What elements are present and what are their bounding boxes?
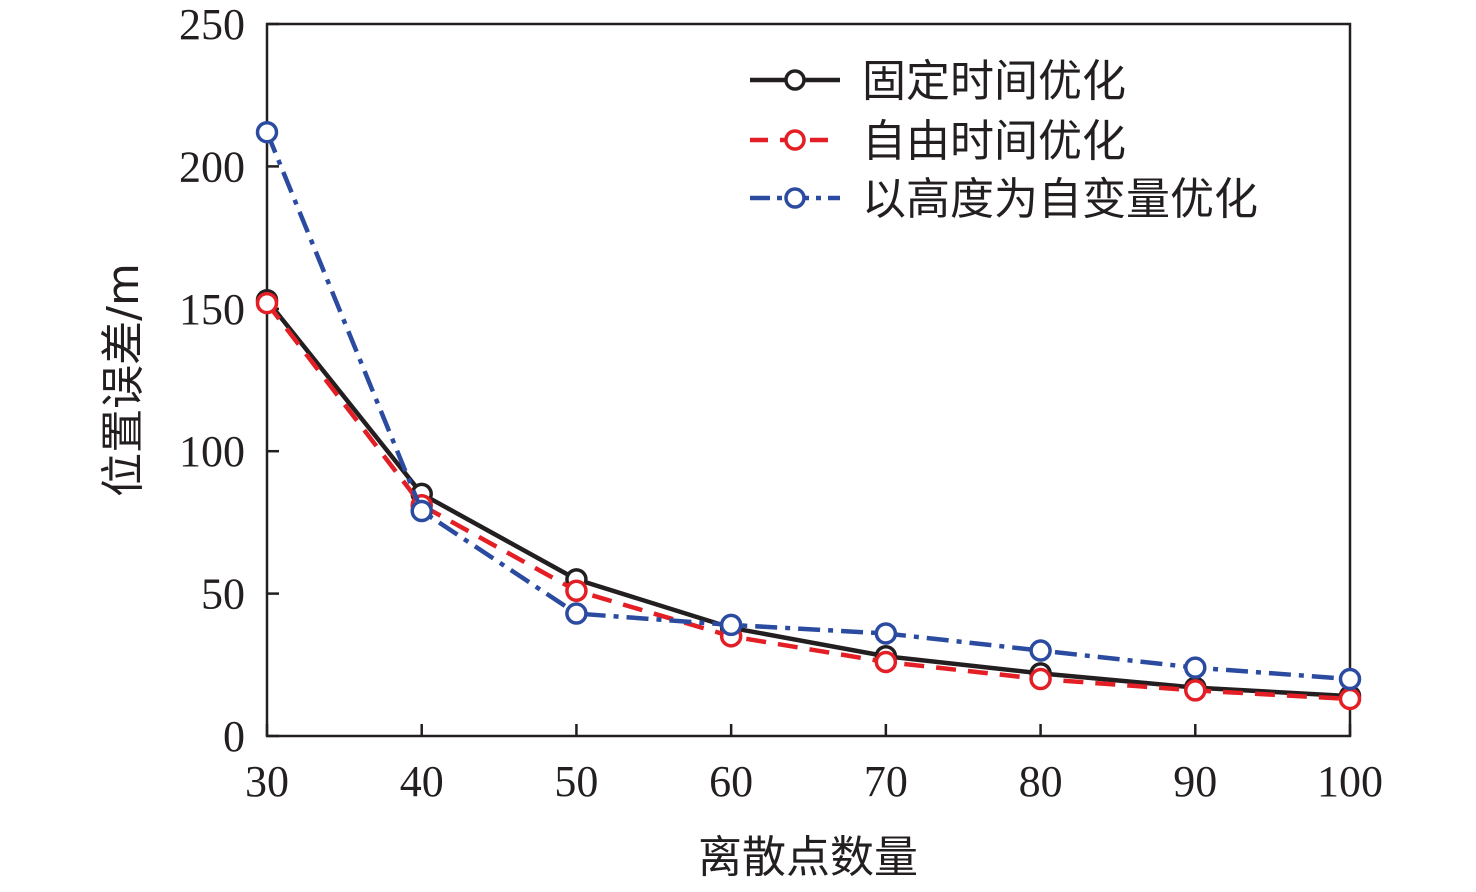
series-3 — [255, 120, 1362, 691]
plot-frame — [265, 22, 1352, 738]
x-tick-label: 90 — [1173, 757, 1217, 806]
data-point — [874, 622, 898, 645]
legend-item-3: 以高度为自变量优化 — [750, 174, 1258, 225]
y-axis-ticks: 0 50 100 150 200 250 — [179, 0, 279, 761]
series-line — [265, 298, 1351, 699]
data-point — [1184, 656, 1207, 679]
y-axis-label: 位置误差/m — [98, 263, 149, 497]
data-point — [565, 579, 588, 603]
x-tick-label: 30 — [245, 757, 289, 806]
legend-swatch-marker — [784, 129, 806, 151]
x-tick-label: 50 — [554, 757, 598, 806]
legend-label: 固定时间优化 — [862, 56, 1126, 107]
data-point — [255, 291, 279, 315]
series-layer — [255, 120, 1362, 711]
data-point — [1184, 679, 1207, 702]
data-point — [565, 602, 588, 625]
data-point — [1338, 687, 1362, 711]
x-axis-label: 离散点数量 — [698, 832, 918, 883]
legend-item-1: 固定时间优化 — [750, 56, 1126, 107]
y-tick-label: 200 — [179, 142, 245, 191]
legend-label: 以高度为自变量优化 — [862, 174, 1258, 225]
data-point — [1338, 667, 1362, 691]
y-tick-label: 150 — [179, 285, 245, 334]
series-line — [265, 301, 1351, 702]
y-tick-label: 50 — [201, 570, 245, 619]
y-tick-label: 0 — [223, 712, 245, 761]
data-point — [1029, 639, 1052, 662]
legend-swatch-marker — [784, 187, 806, 209]
legend-label: 自由时间优化 — [862, 116, 1126, 167]
data-point — [410, 499, 433, 523]
legend-item-2: 自由时间优化 — [750, 116, 1126, 167]
series-line — [264, 131, 1351, 682]
legend-swatch-marker — [784, 69, 806, 91]
data-point — [255, 120, 279, 144]
x-tick-label: 80 — [1019, 757, 1063, 806]
y-tick-label: 250 — [179, 0, 245, 49]
data-point — [1029, 667, 1052, 691]
y-tick-label: 100 — [179, 427, 245, 476]
x-axis-ticks: 30 40 50 60 70 80 90 100 — [245, 724, 1383, 806]
x-tick-label: 70 — [864, 757, 908, 806]
data-point — [719, 613, 743, 637]
x-tick-label: 60 — [709, 757, 753, 806]
x-tick-label: 40 — [400, 757, 444, 806]
x-tick-label: 100 — [1317, 757, 1383, 806]
data-point — [874, 650, 898, 674]
